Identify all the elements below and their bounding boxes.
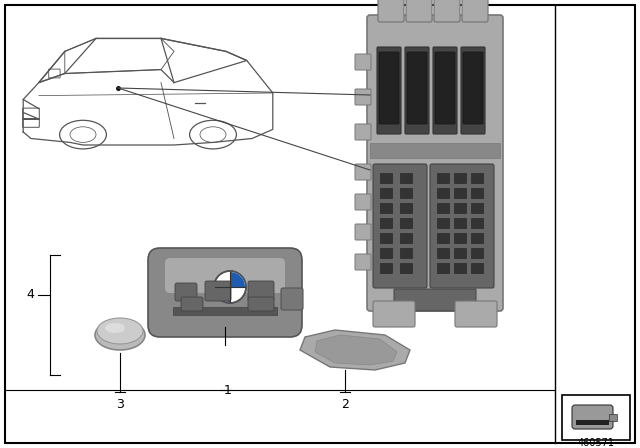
Text: 4: 4	[26, 289, 34, 302]
Bar	[437, 218, 449, 228]
FancyBboxPatch shape	[355, 164, 371, 180]
Text: 3: 3	[116, 399, 124, 412]
FancyBboxPatch shape	[434, 0, 460, 22]
FancyBboxPatch shape	[175, 283, 197, 301]
Polygon shape	[300, 330, 410, 370]
FancyBboxPatch shape	[462, 0, 488, 22]
Bar	[471, 263, 483, 273]
FancyBboxPatch shape	[373, 164, 427, 288]
Bar	[562, 395, 630, 440]
Bar	[454, 173, 466, 183]
Bar	[454, 218, 466, 228]
Bar	[380, 248, 392, 258]
Bar	[576, 420, 609, 425]
FancyBboxPatch shape	[572, 405, 613, 429]
Bar	[471, 203, 483, 213]
FancyBboxPatch shape	[378, 0, 404, 22]
Bar	[471, 173, 483, 183]
Bar	[454, 233, 466, 243]
Ellipse shape	[105, 323, 125, 333]
Bar	[609, 414, 617, 421]
Bar	[400, 203, 412, 213]
FancyBboxPatch shape	[355, 224, 371, 240]
FancyBboxPatch shape	[379, 52, 399, 124]
Text: 460571: 460571	[577, 438, 614, 448]
Bar	[380, 173, 392, 183]
Bar	[471, 188, 483, 198]
Text: 2: 2	[341, 399, 349, 412]
Bar	[400, 188, 412, 198]
FancyBboxPatch shape	[455, 301, 497, 327]
Text: 1: 1	[224, 383, 232, 396]
Bar	[370, 143, 500, 158]
FancyBboxPatch shape	[377, 47, 401, 134]
Wedge shape	[230, 272, 245, 287]
Bar	[471, 218, 483, 228]
FancyBboxPatch shape	[430, 164, 494, 288]
FancyBboxPatch shape	[373, 301, 415, 327]
FancyBboxPatch shape	[461, 47, 485, 134]
FancyBboxPatch shape	[181, 297, 203, 311]
Bar	[173, 307, 277, 315]
Bar	[454, 188, 466, 198]
Bar	[454, 263, 466, 273]
Bar	[400, 173, 412, 183]
FancyBboxPatch shape	[205, 281, 231, 301]
Ellipse shape	[97, 318, 143, 344]
Bar	[400, 263, 412, 273]
FancyBboxPatch shape	[394, 289, 476, 311]
Bar	[437, 203, 449, 213]
FancyBboxPatch shape	[281, 288, 303, 310]
FancyBboxPatch shape	[355, 89, 371, 105]
Bar	[437, 233, 449, 243]
Bar	[380, 263, 392, 273]
Polygon shape	[315, 335, 397, 365]
FancyBboxPatch shape	[407, 52, 427, 124]
FancyBboxPatch shape	[355, 54, 371, 70]
FancyBboxPatch shape	[355, 254, 371, 270]
Bar	[437, 173, 449, 183]
FancyBboxPatch shape	[406, 0, 432, 22]
Bar	[380, 188, 392, 198]
Bar	[471, 233, 483, 243]
FancyBboxPatch shape	[355, 124, 371, 140]
Bar	[454, 203, 466, 213]
Bar	[437, 263, 449, 273]
FancyBboxPatch shape	[405, 47, 429, 134]
FancyBboxPatch shape	[435, 52, 455, 124]
FancyBboxPatch shape	[433, 47, 457, 134]
Bar	[471, 248, 483, 258]
Bar	[400, 218, 412, 228]
FancyBboxPatch shape	[248, 297, 274, 311]
FancyBboxPatch shape	[355, 194, 371, 210]
FancyBboxPatch shape	[463, 52, 483, 124]
FancyBboxPatch shape	[248, 281, 274, 301]
FancyBboxPatch shape	[165, 258, 285, 293]
Bar	[380, 218, 392, 228]
Bar	[454, 248, 466, 258]
Wedge shape	[215, 287, 230, 302]
Bar	[380, 203, 392, 213]
Bar	[400, 233, 412, 243]
Ellipse shape	[95, 320, 145, 350]
FancyBboxPatch shape	[367, 15, 503, 311]
Circle shape	[214, 271, 246, 303]
Bar	[400, 248, 412, 258]
Bar	[437, 188, 449, 198]
FancyBboxPatch shape	[148, 248, 302, 337]
Bar	[380, 233, 392, 243]
Bar	[437, 248, 449, 258]
